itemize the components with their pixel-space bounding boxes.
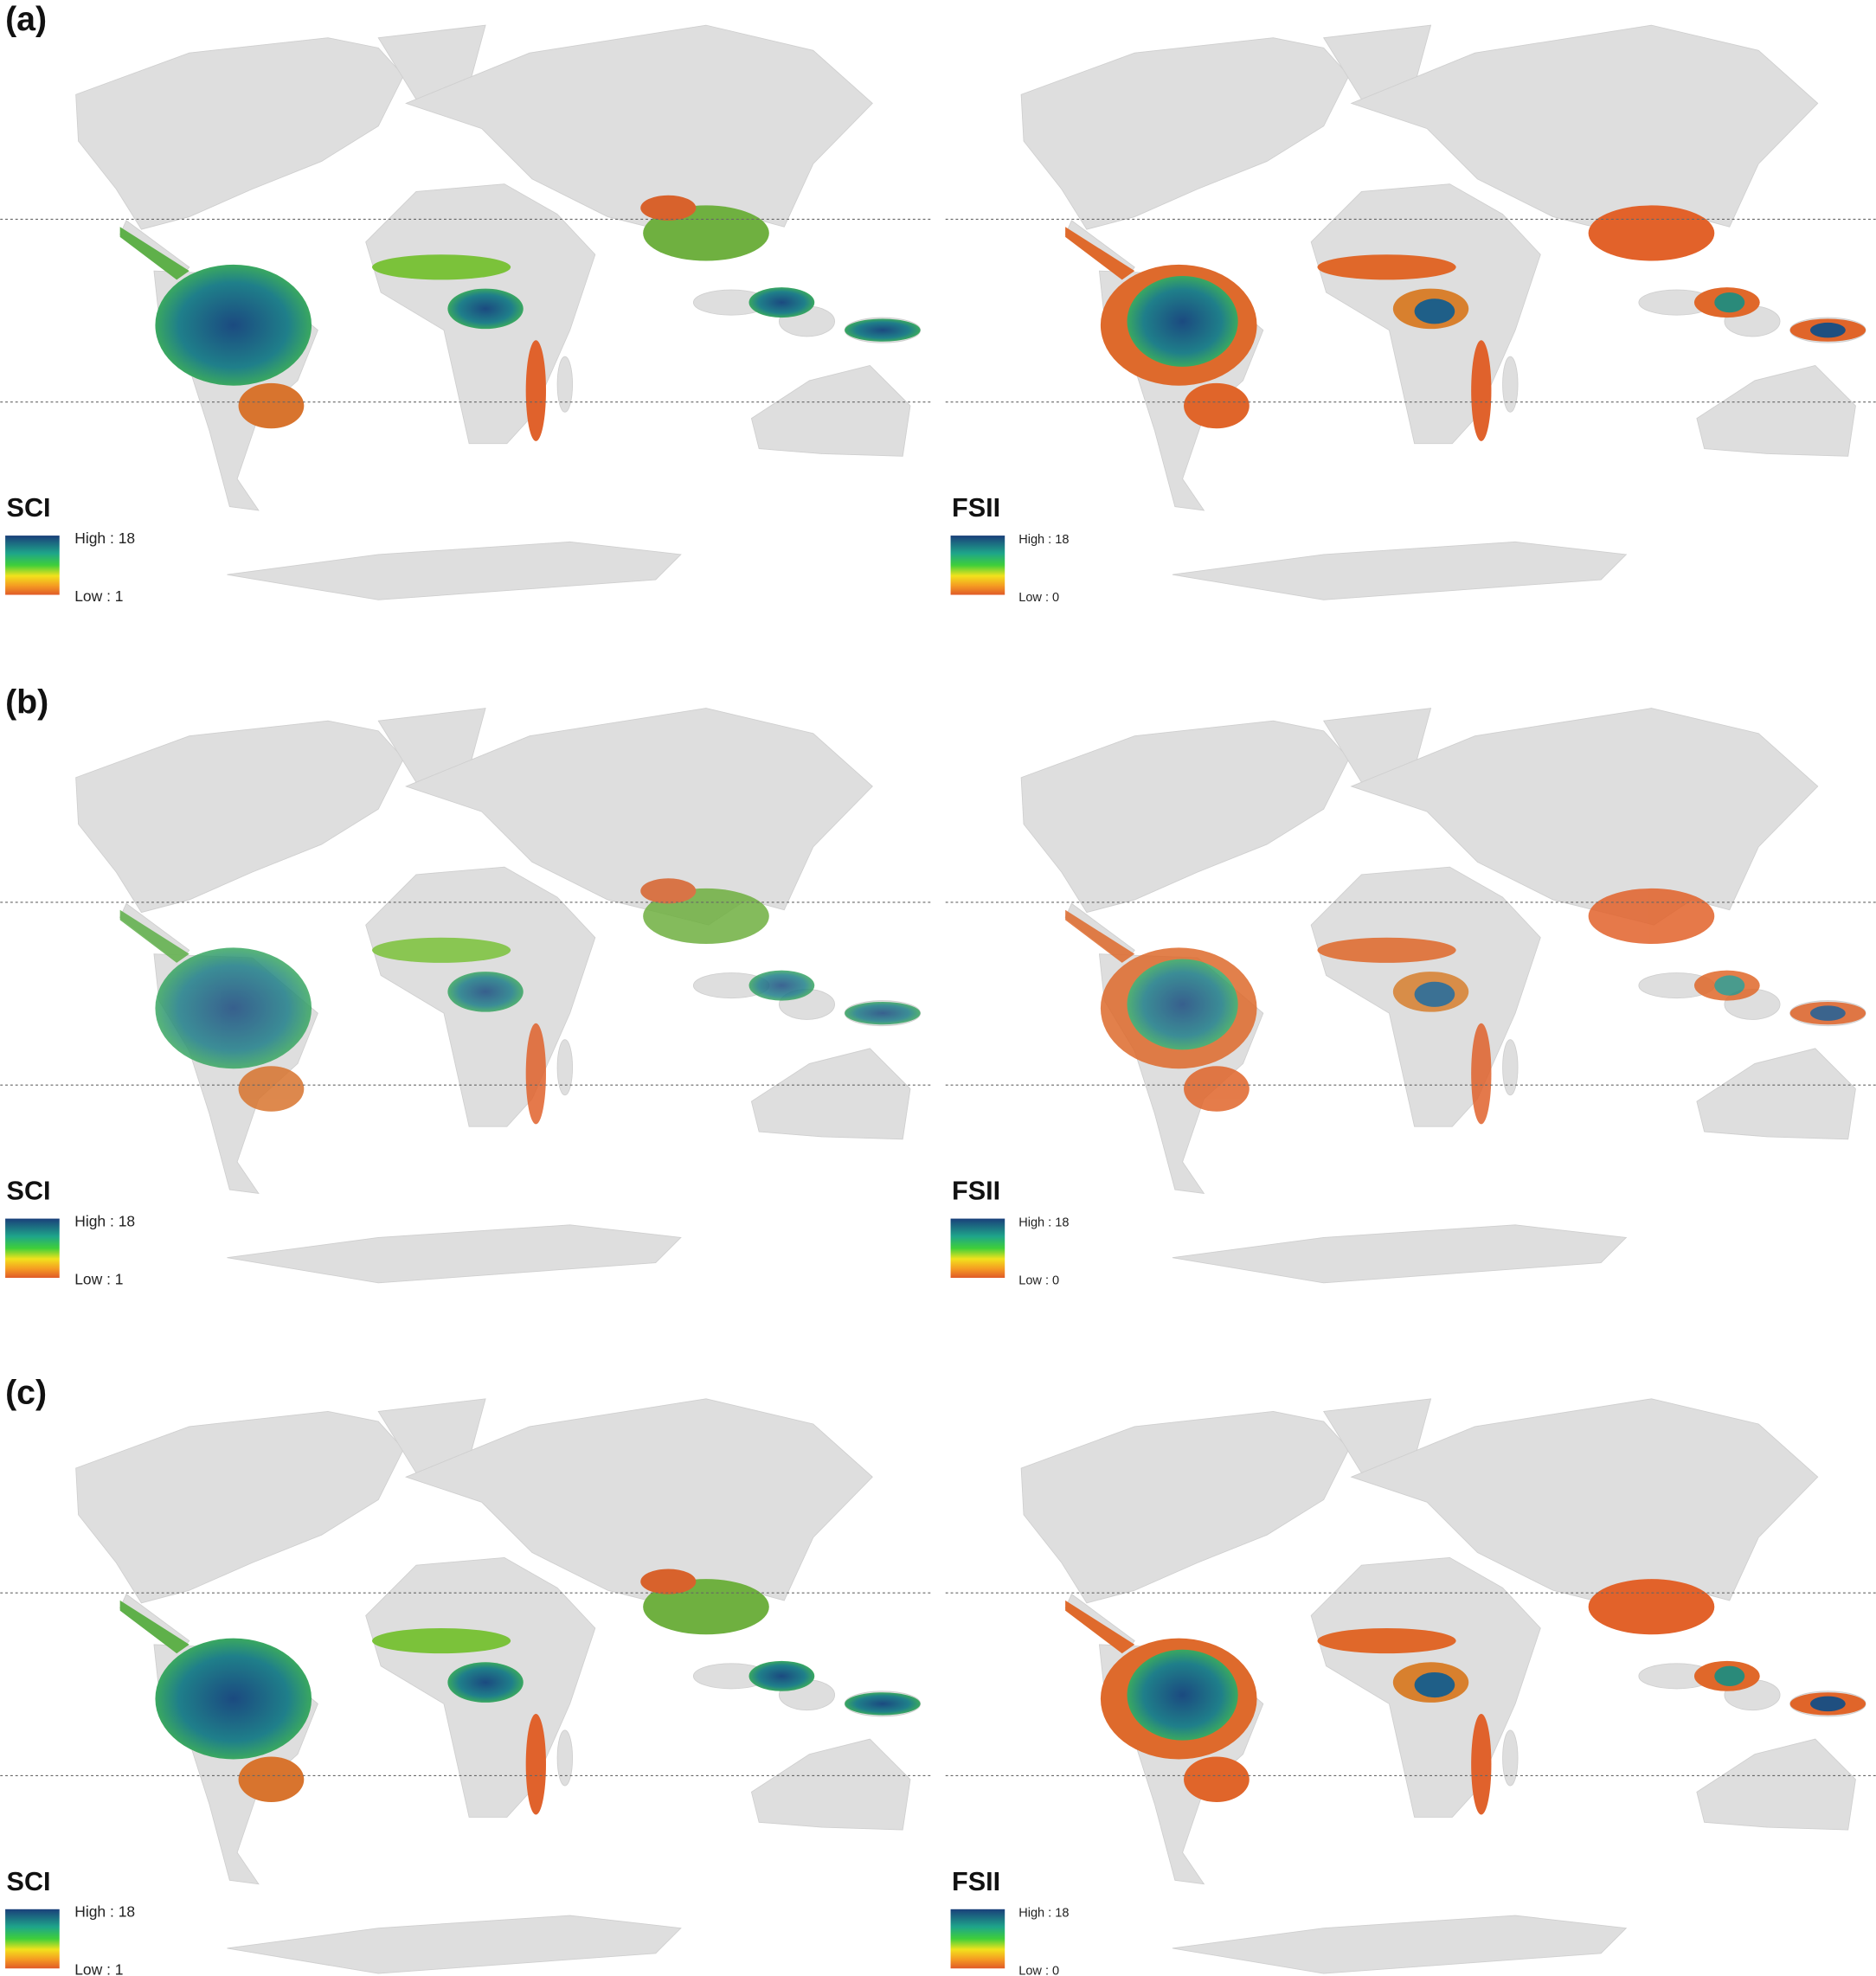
- legend-title: FSII: [952, 1867, 1000, 1896]
- legend-high: High : 18: [1018, 533, 1069, 547]
- color-bar: [950, 1909, 1005, 1969]
- legend-title: SCI: [7, 1867, 51, 1896]
- panel: SCI High : 18 Low : 1 FSII High : 18 Low : 0 (…: [0, 683, 1876, 1287]
- color-bar: [5, 1909, 60, 1969]
- legend-high: High : 18: [1018, 1907, 1069, 1921]
- legend-low: Low : 0: [1018, 1273, 1059, 1287]
- map: SCI High : 18 Low : 1: [0, 1398, 934, 1976]
- legend-low: Low : 1: [74, 587, 123, 605]
- legend-high: High : 18: [74, 1212, 135, 1229]
- legend-high: High : 18: [1018, 1216, 1069, 1229]
- panel: SCI High : 18 Low : 1 FSII High : 18 Low : 0 (…: [0, 0, 1876, 605]
- legend-title: FSII: [952, 1177, 1000, 1206]
- color-bar: [5, 536, 60, 595]
- panel-label: (b): [5, 683, 48, 721]
- color-bar: [950, 1218, 1005, 1279]
- panel: SCI High : 18 Low : 1 FSII High : 18 Low : 0 (…: [0, 1374, 1876, 1976]
- map: FSII High : 18 Low : 0: [945, 24, 1876, 605]
- map: SCI High : 18 Low : 1: [0, 24, 934, 605]
- legend-low: Low : 0: [1018, 591, 1059, 605]
- legend-low: Low : 1: [74, 1270, 123, 1287]
- map: FSII High : 18 Low : 0: [945, 1398, 1876, 1976]
- map: FSII High : 18 Low : 0: [945, 708, 1876, 1287]
- legend-high: High : 18: [74, 1903, 135, 1921]
- color-bar: [5, 1218, 60, 1279]
- color-bar: [950, 536, 1005, 595]
- panel-label: (c): [5, 1374, 47, 1412]
- legend-low: Low : 1: [74, 1961, 123, 1976]
- map: SCI High : 18 Low : 1: [0, 708, 934, 1287]
- legend-title: SCI: [7, 493, 51, 523]
- legend-title: SCI: [7, 1177, 51, 1206]
- legend-low: Low : 0: [1018, 1965, 1059, 1976]
- panel-label: (a): [5, 0, 47, 38]
- legend-title: FSII: [952, 493, 1000, 523]
- legend-high: High : 18: [74, 529, 135, 547]
